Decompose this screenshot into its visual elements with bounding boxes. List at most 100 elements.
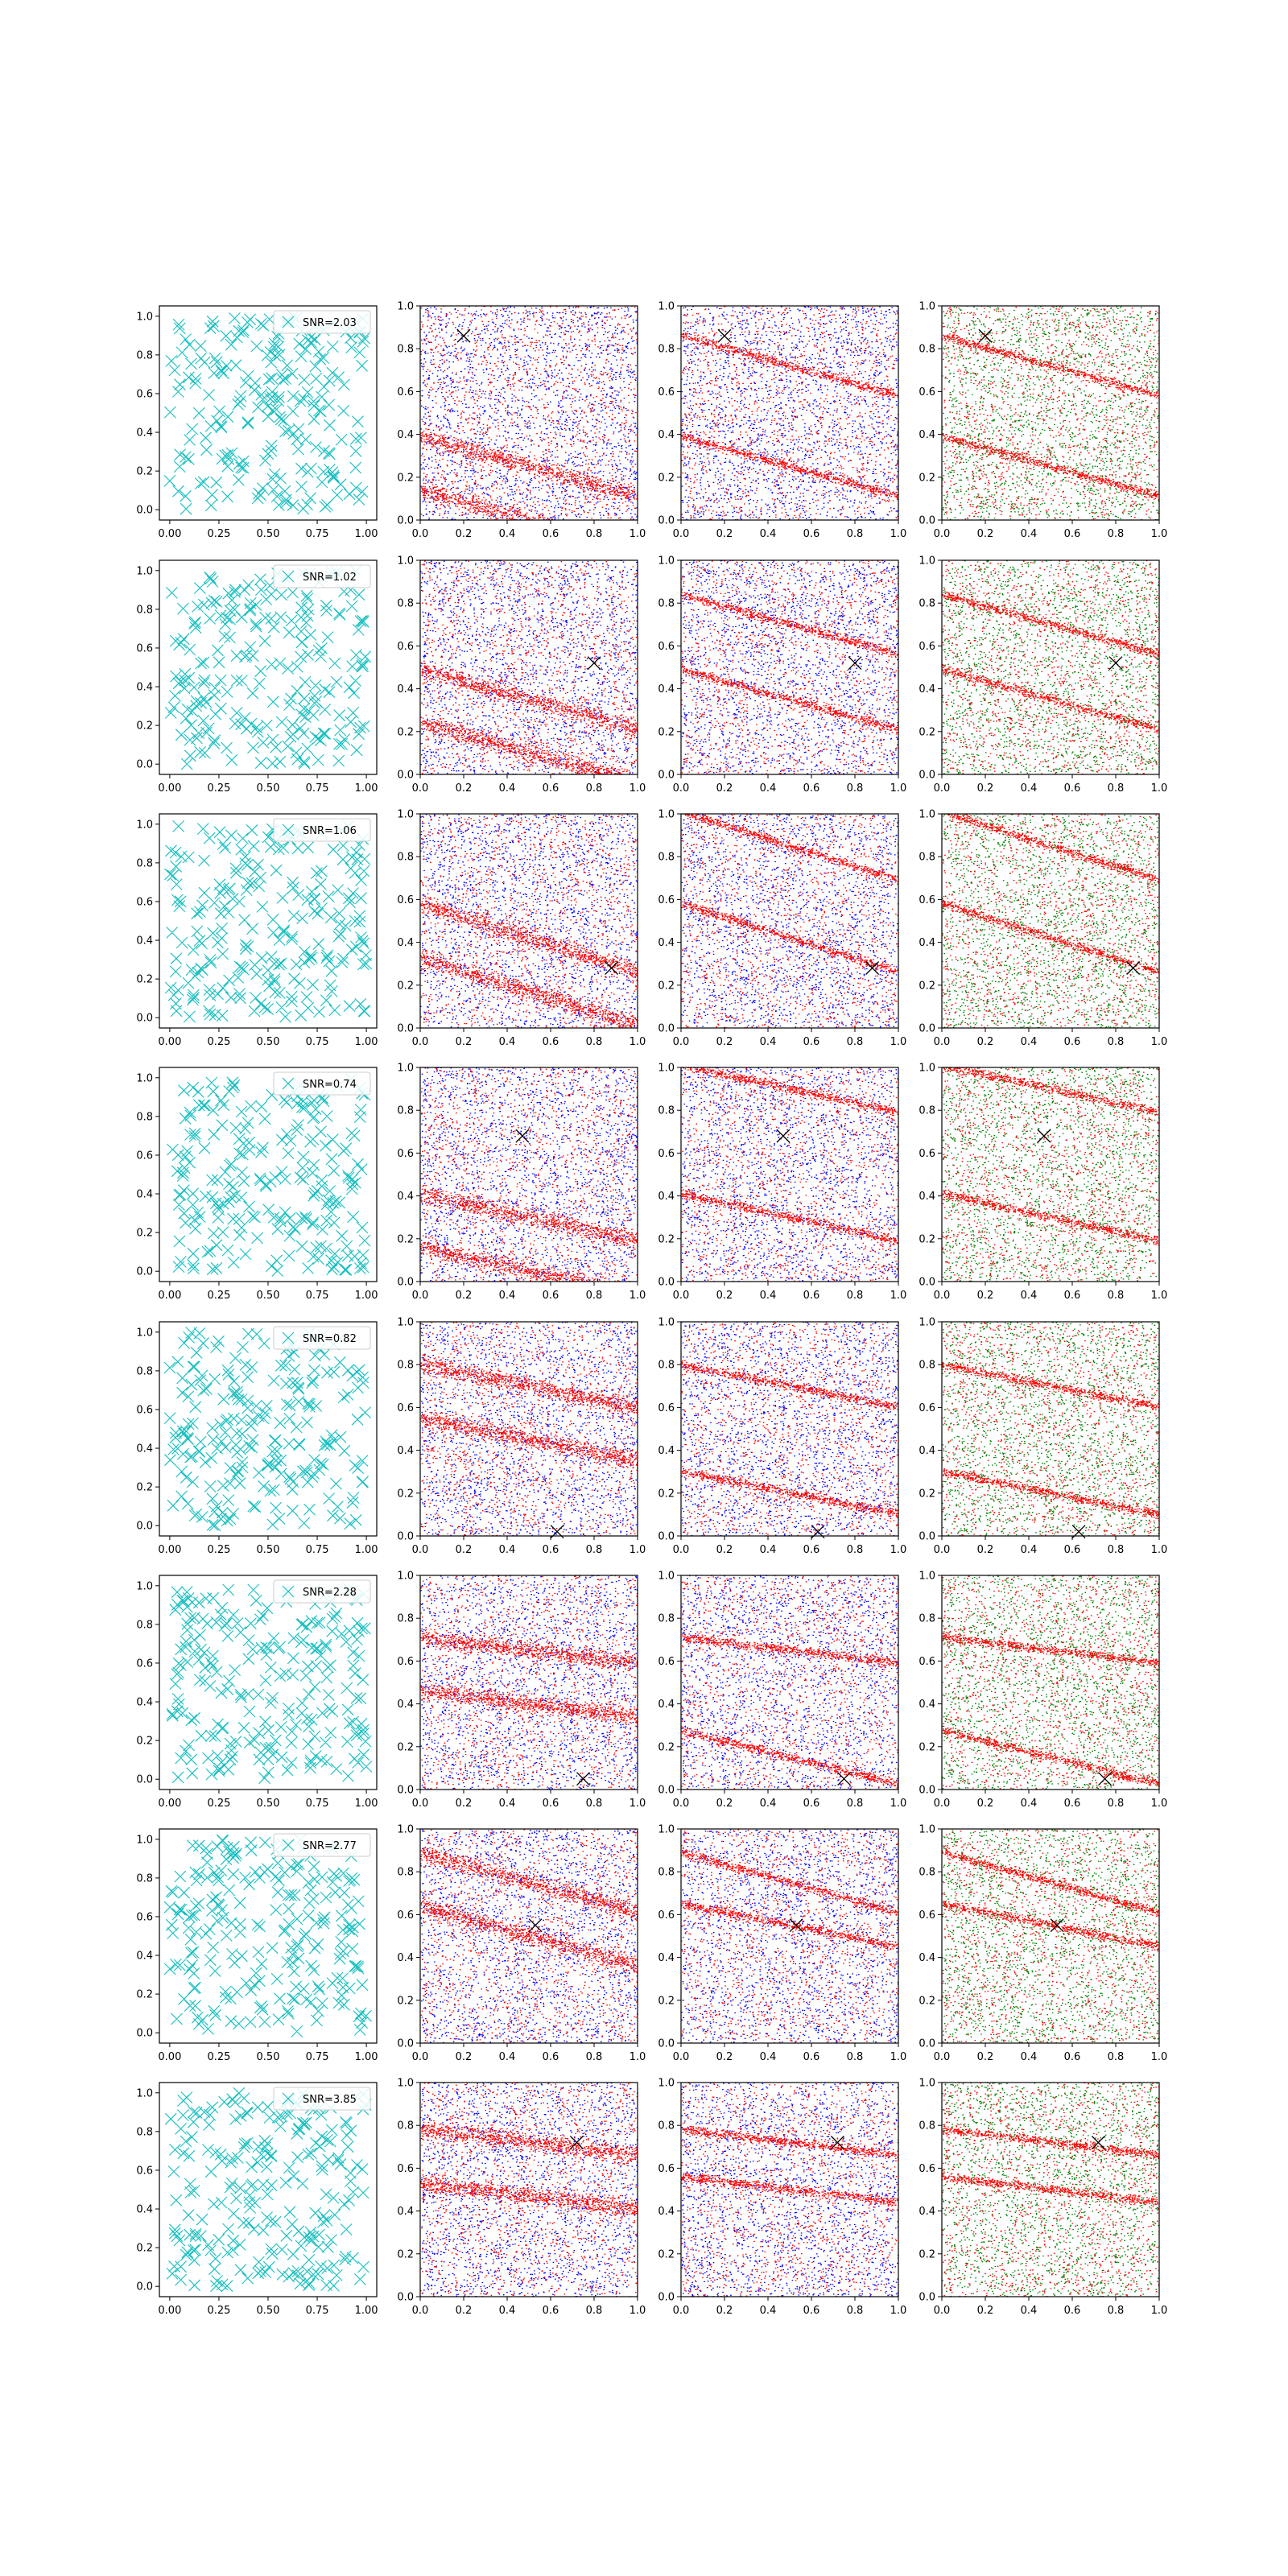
y-tick-label: 0.4 [658,1445,675,1457]
x-tick-label: 0.2 [716,2305,733,2317]
x-tick-label: 0.8 [847,1798,864,1810]
x-tick-label: 0.50 [257,2051,280,2063]
cross-marker [577,1773,590,1785]
x-tick-label: 0.8 [586,1798,603,1810]
y-tick-label: 0.6 [919,1909,935,1922]
x-tick-label: 0.0 [934,1290,951,1302]
x-tick-label: 0.6 [803,528,820,540]
legend-label: SNR=2.77 [303,1840,357,1852]
x-tick-label: 0.6 [803,1798,820,1810]
y-tick-label: 0.8 [919,598,935,610]
panel-r4-c1: 0.0 0.2 0.4 0.6 0.8 1.00.00.20.40.60.81.0 [397,1317,646,1557]
cross-marker [777,1129,790,1142]
legend: SNR=3.85 [274,2087,370,2110]
y-tick-label: 0.8 [658,1105,675,1117]
x-tick-label: 0.2 [456,782,473,795]
x-tick-label: 0.25 [207,1036,230,1048]
y-tick-label: 1.0 [919,1571,935,1583]
y-tick-label: 0.8 [658,344,675,356]
x-tick-label: 0.8 [1108,1544,1125,1556]
y-tick-label: 0.6 [658,1402,675,1414]
y-tick-label: 0.6 [136,1911,153,1923]
x-tick-label: 0.75 [306,1036,329,1048]
y-tick-label: 0.0 [658,770,675,782]
x-tick-label: 0.25 [207,2305,230,2317]
panel-r6-c3: 0.0 0.2 0.4 0.6 0.8 1.00.00.20.40.60.81.0 [919,1824,1167,2064]
red-points [420,1829,639,2043]
y-tick-label: 1.0 [919,1317,935,1329]
x-tick-label: 0.2 [977,1036,994,1048]
y-tick-label: 0.8 [397,1360,414,1372]
y-tick-label: 0.6 [658,1656,675,1668]
x-tick-label: 0.0 [673,1798,690,1810]
legend: SNR=0.82 [274,1327,370,1349]
x-tick-label: 0.6 [543,2305,559,2317]
x-tick-label: 0.2 [977,2305,994,2317]
x-tick-label: 1.00 [355,1290,378,1302]
x-tick-label: 0.6 [1064,528,1081,540]
y-tick-label: 1.0 [658,1824,675,1836]
panel-r4-c2: 0.0 0.2 0.4 0.6 0.8 1.00.00.20.40.60.81.0 [658,1317,906,1557]
legend-label: SNR=2.03 [303,317,357,329]
y-tick-label: 0.6 [397,2163,414,2175]
x-tick-label: 0.4 [499,782,516,795]
x-tick-label: 1.0 [630,782,646,795]
x-tick-label: 0.4 [760,2051,777,2063]
marks-layer [942,814,1161,1028]
x-tick-label: 0.0 [412,1290,429,1302]
axes-frame [159,1067,377,1282]
y-tick-label: 1.0 [136,1580,153,1592]
x-tick-label: 0.2 [977,528,994,540]
y-tick-label: 0.6 [658,1148,675,1160]
y-tick-label: 1.0 [919,555,935,568]
y-tick-label: 0.0 [397,1023,414,1035]
y-tick-label: 0.2 [658,1233,675,1245]
x-tick-label: 0.00 [158,528,181,540]
y-tick-label: 0.8 [658,1360,675,1372]
y-tick-label: 1.0 [397,555,414,568]
marks-layer [167,1583,372,1784]
x-tick-label: 0.0 [673,2051,690,2063]
x-tick-label: 0.0 [673,1290,690,1302]
x-tick-label: 1.0 [890,2051,907,2063]
y-tick-label: 0.8 [658,1867,675,1879]
scatter-markers [167,1074,370,1277]
x-tick-label: 0.2 [456,528,473,540]
x-tick-label: 1.0 [890,1036,907,1048]
marks-layer [165,566,371,770]
x-tick-label: 0.6 [803,1544,820,1556]
y-tick-label: 0.0 [919,1785,935,1797]
red-points [942,2083,1160,2297]
x-tick-label: 0.50 [257,2305,280,2317]
panel-r4-c3: 0.0 0.2 0.4 0.6 0.8 1.00.00.20.40.60.81.0 [919,1317,1167,1557]
y-tick-label: 0.0 [919,1277,935,1289]
marks-layer [420,1322,639,1536]
y-tick-label: 0.0 [397,770,414,782]
y-tick-label: 1.0 [136,311,153,323]
y-tick-label: 0.6 [397,1656,414,1668]
red-points [420,1322,639,1536]
x-tick-label: 0.8 [1108,782,1125,795]
x-tick-label: 0.25 [207,782,230,795]
y-tick-label: 0.6 [658,1909,675,1922]
marks-layer [164,1327,371,1531]
y-tick-label: 0.2 [919,1488,935,1500]
x-tick-label: 0.4 [1021,1290,1038,1302]
marks-layer [420,1575,639,1790]
x-tick-label: 0.8 [586,1290,603,1302]
y-tick-label: 0.8 [136,857,153,869]
red-points [681,1322,900,1536]
x-tick-label: 0.8 [847,528,864,540]
panel-r1-c1: 0.0 0.2 0.4 0.6 0.8 1.00.00.20.40.60.81.0 [397,555,646,795]
y-tick-label: 0.4 [919,1699,935,1711]
x-tick-label: 0.25 [207,1544,230,1556]
marks-layer [942,1067,1160,1282]
x-tick-label: 0.2 [456,1544,473,1556]
x-tick-label: 0.0 [412,782,429,795]
marks-layer [681,1067,900,1282]
y-tick-label: 0.6 [397,1909,414,1922]
legend-label: SNR=0.82 [303,1333,357,1345]
y-tick-label: 0.2 [919,726,935,738]
x-tick-label: 0.0 [934,782,951,795]
